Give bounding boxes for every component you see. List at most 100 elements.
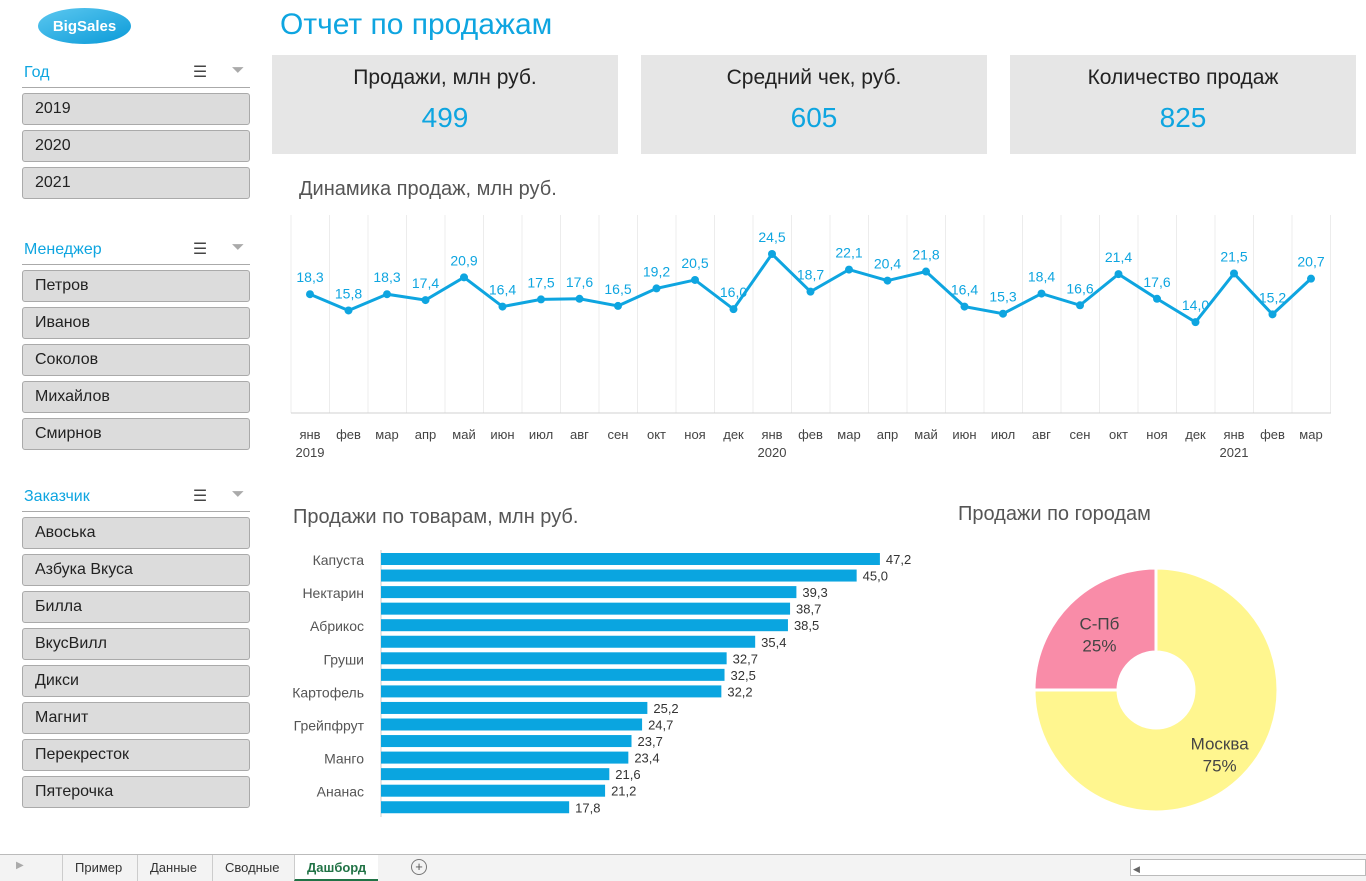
data-point — [1153, 294, 1161, 303]
data-point — [960, 302, 969, 311]
data-label: 21,4 — [1105, 249, 1132, 265]
slicer-header: Год ☰ ⏷ — [22, 58, 250, 88]
slicer-item[interactable]: Иванов — [22, 307, 250, 339]
logo: BigSales — [38, 8, 131, 44]
slicer-item[interactable]: Смирнов — [22, 418, 250, 450]
data-label: 14,0 — [1182, 297, 1209, 313]
clear-filter-icon[interactable]: ⏷ — [231, 238, 245, 256]
scroll-left-arrow-icon[interactable]: ◀ — [1133, 864, 1140, 874]
data-label: 15,8 — [335, 285, 362, 301]
data-label: 16,4 — [489, 282, 516, 298]
scroll-left-icon[interactable]: ▶ — [16, 860, 24, 871]
data-label: 16,4 — [951, 282, 978, 298]
data-label: 17,5 — [527, 274, 554, 290]
data-point — [537, 295, 545, 304]
data-label: 16,5 — [604, 281, 631, 297]
slicer-header: Заказчик ☰ ⏷ — [22, 482, 250, 512]
data-label: 17,6 — [1143, 274, 1170, 290]
data-label: 24,5 — [758, 229, 785, 245]
x-tick-label: фев — [336, 427, 361, 442]
x-tick-label: янв — [299, 427, 320, 442]
data-point — [999, 309, 1007, 318]
data-point — [1230, 269, 1238, 278]
bar-value-label: 24,7 — [648, 718, 673, 733]
data-point — [1076, 301, 1084, 310]
bar-value-label: 21,6 — [615, 767, 640, 782]
kpi-count: Количество продаж 825 — [1010, 55, 1356, 154]
x-tick-label: окт — [647, 427, 666, 442]
x-tick-label: сен — [608, 427, 629, 442]
data-point — [498, 302, 507, 311]
tab-dashboard[interactable]: Дашборд — [294, 855, 379, 881]
bar — [381, 718, 643, 731]
data-label: 17,4 — [412, 275, 439, 291]
bar-value-label: 45,0 — [863, 569, 888, 584]
slicer-item[interactable]: Михайлов — [22, 381, 250, 413]
data-point — [421, 296, 430, 305]
tab-dannye[interactable]: Данные — [137, 855, 209, 881]
slicer-item[interactable]: Пятерочка — [22, 776, 250, 808]
slicer-item[interactable]: Авоська — [22, 517, 250, 549]
bar — [381, 652, 727, 665]
clear-filter-icon[interactable]: ⏷ — [231, 485, 245, 503]
x-tick-label: мар — [375, 427, 398, 442]
sheet-tabs: ▶ Пример Данные Сводные Дашборд + ◀ — [0, 854, 1366, 881]
slicer-item[interactable]: Азбука Вкуса — [22, 554, 250, 586]
slicer-item[interactable]: ВкусВилл — [22, 628, 250, 660]
pie-chart-title: Продажи по городам — [958, 503, 1151, 525]
kpi-label: Количество продаж — [1087, 66, 1279, 89]
bar-chart: 47,2 Капуста 45,0 39,3 Нектарин 38,738,5 Абрик… — [292, 550, 911, 817]
tab-svodnye[interactable]: Сводные — [212, 855, 291, 881]
multi-select-icon[interactable]: ☰ — [192, 240, 208, 258]
slicer-header: Менеджер ☰ ⏷ — [22, 235, 250, 265]
slicer-item[interactable]: Петров — [22, 270, 250, 302]
data-label: 18,4 — [1028, 269, 1055, 285]
data-label: 21,8 — [912, 247, 939, 263]
x-tick-label: июн — [490, 427, 514, 442]
bar — [381, 668, 725, 681]
multi-select-icon[interactable]: ☰ — [192, 63, 208, 81]
data-label: 20,7 — [1297, 254, 1324, 270]
slicer-item[interactable]: Соколов — [22, 344, 250, 376]
slicer-2: Заказчик ☰ ⏷ Авоська Азбука Вкуса Билла ВкусВи… — [22, 482, 250, 813]
x-tick-label: авг — [570, 427, 589, 442]
bar-value-label: 39,3 — [802, 585, 827, 600]
slice-percent: 25% — [1082, 636, 1116, 655]
slice-label: Москва — [1191, 735, 1250, 754]
clear-filter-icon[interactable]: ⏷ — [231, 61, 245, 79]
data-label: 22,1 — [835, 245, 862, 261]
add-sheet-icon[interactable]: + — [411, 859, 427, 875]
data-point — [922, 267, 930, 276]
slicer-item[interactable]: Магнит — [22, 702, 250, 734]
data-label: 15,3 — [989, 289, 1016, 305]
slice-percent: 75% — [1203, 757, 1237, 776]
data-point — [614, 301, 622, 310]
tab-primer[interactable]: Пример — [62, 855, 134, 881]
slicer-item[interactable]: 2020 — [22, 130, 250, 162]
x-tick-label: мар — [837, 427, 860, 442]
horizontal-scrollbar[interactable]: ◀ — [1130, 859, 1366, 876]
bar-category-label: Нектарин — [302, 585, 364, 601]
multi-select-icon[interactable]: ☰ — [192, 487, 208, 505]
pie-slice — [1032, 566, 1158, 692]
x-tick-label: фев — [1260, 427, 1285, 442]
bar — [381, 553, 880, 565]
slicer-item[interactable]: Билла — [22, 591, 250, 623]
data-point — [845, 265, 853, 274]
bar-category-label: Манго — [324, 751, 364, 767]
data-point — [691, 275, 699, 284]
x-tick-label: июл — [529, 427, 553, 442]
data-point — [1037, 289, 1046, 298]
x-tick-label: июн — [952, 427, 976, 442]
kpi-value: 825 — [1159, 102, 1207, 133]
slicer-item[interactable]: 2021 — [22, 167, 250, 199]
data-label: 18,3 — [373, 269, 400, 285]
bar — [381, 569, 857, 582]
x-tick-label: сен — [1070, 427, 1091, 442]
slicer-item[interactable]: Перекресток — [22, 739, 250, 771]
bar-value-label: 32,5 — [731, 668, 756, 683]
slicer-item[interactable]: 2019 — [22, 93, 250, 125]
data-label: 20,4 — [874, 256, 901, 272]
slicer-item[interactable]: Дикси — [22, 665, 250, 697]
x-tick-label: ноя — [1146, 427, 1167, 442]
